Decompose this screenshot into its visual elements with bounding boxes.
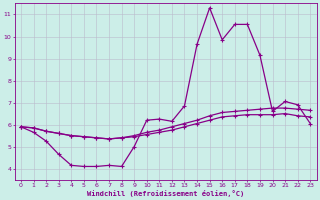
X-axis label: Windchill (Refroidissement éolien,°C): Windchill (Refroidissement éolien,°C) — [87, 190, 244, 197]
